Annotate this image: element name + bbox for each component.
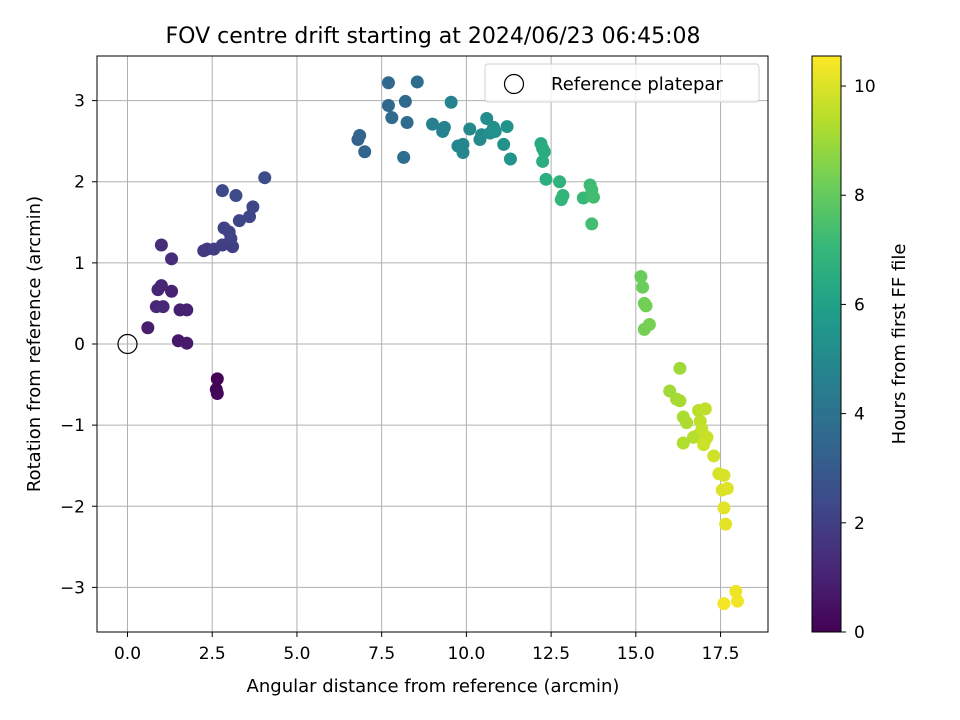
data-points bbox=[117, 75, 744, 611]
x-tick-label: 15.0 bbox=[617, 644, 655, 664]
data-point bbox=[717, 501, 731, 515]
data-point bbox=[381, 76, 395, 90]
data-point bbox=[210, 386, 224, 400]
data-point bbox=[246, 200, 260, 214]
data-point bbox=[642, 318, 656, 332]
data-point bbox=[585, 217, 599, 231]
data-point bbox=[731, 594, 744, 608]
x-tick-label: 10.0 bbox=[447, 644, 485, 664]
colorbar-bar bbox=[811, 55, 842, 633]
data-point bbox=[210, 372, 224, 386]
legend: Reference platepar bbox=[484, 63, 760, 103]
data-point bbox=[636, 280, 650, 294]
y-axis-ticks: −3 −2 −1 0 1 2 3 bbox=[60, 92, 97, 598]
x-axis-ticks: 0.0 2.5 5.0 7.5 10.0 12.5 15.0 17.5 bbox=[114, 632, 740, 664]
x-tick-label: 0.0 bbox=[114, 644, 141, 664]
data-point bbox=[586, 190, 600, 204]
data-point bbox=[497, 137, 511, 151]
data-point bbox=[480, 111, 494, 125]
data-point bbox=[215, 184, 229, 198]
data-point bbox=[556, 189, 570, 203]
legend-box bbox=[484, 63, 760, 103]
colorbar-tick-label: 6 bbox=[854, 295, 865, 315]
data-point bbox=[553, 175, 567, 189]
data-point bbox=[673, 394, 687, 408]
data-point bbox=[488, 124, 502, 138]
data-point bbox=[410, 75, 424, 89]
data-point bbox=[437, 120, 451, 134]
colorbar-tick-label: 8 bbox=[854, 186, 865, 206]
x-tick-label: 17.5 bbox=[702, 644, 740, 664]
colorbar-tick-label: 10 bbox=[854, 77, 876, 97]
y-tick-label: 0 bbox=[74, 335, 85, 355]
colorbar-label: Hours from first FF file bbox=[889, 244, 910, 445]
data-point bbox=[639, 299, 653, 313]
data-point bbox=[680, 416, 694, 430]
data-point bbox=[717, 468, 731, 482]
data-point bbox=[154, 238, 168, 252]
y-axis-label: Rotation from reference (arcmin) bbox=[24, 196, 45, 492]
data-point bbox=[229, 189, 243, 203]
x-tick-label: 12.5 bbox=[532, 644, 570, 664]
data-point bbox=[141, 321, 155, 335]
data-point bbox=[707, 449, 721, 463]
data-point bbox=[165, 252, 179, 266]
x-tick-label: 5.0 bbox=[283, 644, 310, 664]
data-point bbox=[232, 214, 246, 228]
data-point bbox=[400, 116, 414, 130]
legend-reference-marker bbox=[503, 73, 525, 95]
legend-label: Reference platepar bbox=[551, 74, 723, 95]
colorbar-tick-label: 0 bbox=[854, 623, 865, 643]
data-point bbox=[426, 117, 439, 131]
x-axis-label: Angular distance from reference (arcmin) bbox=[247, 676, 620, 697]
data-point bbox=[676, 436, 690, 450]
data-point bbox=[634, 270, 648, 284]
data-point bbox=[697, 438, 711, 452]
data-point bbox=[353, 129, 367, 143]
data-point bbox=[258, 171, 272, 185]
data-point bbox=[444, 95, 458, 109]
grid bbox=[97, 56, 768, 632]
data-point bbox=[385, 111, 399, 125]
data-point bbox=[717, 597, 731, 611]
data-point bbox=[698, 402, 712, 416]
data-point bbox=[500, 120, 514, 134]
data-point bbox=[456, 146, 470, 160]
data-point bbox=[381, 98, 395, 112]
data-point bbox=[539, 172, 553, 186]
data-point bbox=[398, 94, 412, 108]
data-point bbox=[673, 361, 687, 375]
y-tick-label: 1 bbox=[74, 254, 85, 274]
data-point bbox=[720, 481, 734, 495]
y-tick-label: 2 bbox=[74, 173, 85, 193]
data-point bbox=[165, 284, 179, 298]
data-point bbox=[719, 517, 733, 531]
x-tick-label: 7.5 bbox=[368, 644, 395, 664]
reference-platepar-marker bbox=[117, 333, 138, 355]
x-tick-label: 2.5 bbox=[199, 644, 226, 664]
y-tick-label: −3 bbox=[60, 578, 85, 598]
y-tick-label: −1 bbox=[60, 416, 85, 436]
data-point bbox=[729, 584, 743, 598]
data-point bbox=[537, 145, 551, 159]
y-tick-label: −2 bbox=[60, 497, 85, 517]
data-point bbox=[222, 225, 236, 239]
colorbar: 0 2 4 6 8 10 Hours from first FF file bbox=[811, 55, 910, 643]
data-point bbox=[503, 152, 517, 166]
data-point bbox=[154, 279, 168, 293]
y-tick-label: 3 bbox=[74, 92, 85, 112]
colorbar-tick-label: 2 bbox=[854, 514, 865, 534]
data-point bbox=[358, 145, 372, 159]
data-point bbox=[180, 336, 194, 350]
data-point bbox=[536, 154, 550, 168]
colorbar-ticks: 0 2 4 6 8 10 bbox=[841, 77, 876, 643]
data-point bbox=[576, 191, 590, 205]
data-point bbox=[180, 303, 194, 317]
data-point bbox=[397, 150, 411, 164]
chart-title: FOV centre drift starting at 2024/06/23 … bbox=[166, 24, 701, 49]
data-point bbox=[463, 122, 477, 136]
data-point bbox=[156, 300, 170, 314]
colorbar-tick-label: 4 bbox=[854, 405, 865, 425]
